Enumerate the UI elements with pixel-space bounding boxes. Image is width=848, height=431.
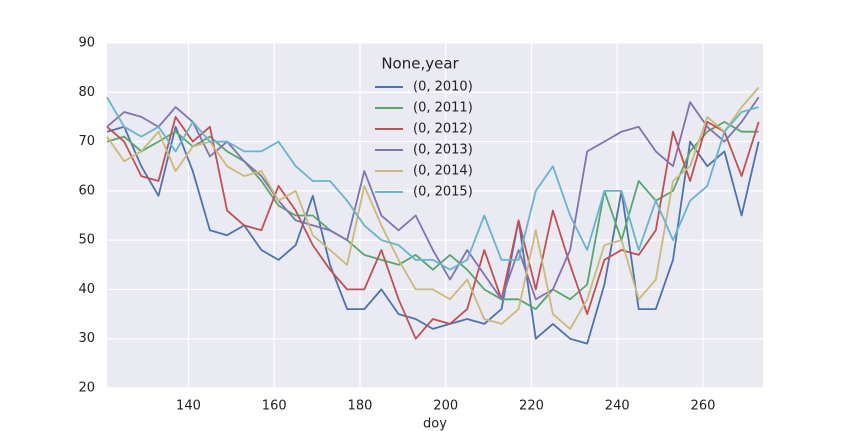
x-tick-label: 200 [433, 399, 458, 414]
y-tick-label: 90 [78, 36, 95, 51]
y-tick-label: 20 [78, 381, 95, 396]
y-tick-label: 50 [78, 233, 95, 248]
plot-area [107, 43, 763, 388]
x-tick-label: 240 [605, 399, 630, 414]
series-line [106, 96, 760, 301]
y-tick-label: 60 [78, 183, 95, 198]
legend-label: (0, 2014) [413, 164, 473, 179]
y-tick-label: 30 [78, 331, 95, 346]
y-tick-label: 80 [78, 85, 95, 100]
x-tick-label: 180 [348, 399, 373, 414]
x-tick-label: 260 [691, 399, 716, 414]
legend-label: (0, 2015) [413, 185, 473, 200]
series-line [106, 116, 760, 340]
x-tick-label: 140 [176, 399, 201, 414]
x-tick-label: 220 [519, 399, 544, 414]
series-line [106, 96, 759, 271]
x-axis-label: doy [423, 417, 447, 431]
x-tick-label: 160 [262, 399, 287, 414]
series-line [106, 125, 760, 345]
legend-title: None,year [381, 55, 459, 73]
legend-label: (0, 2010) [413, 80, 473, 95]
legend-label: (0, 2011) [413, 101, 473, 116]
legend-label: (0, 2012) [413, 122, 473, 137]
legend-label: (0, 2013) [413, 143, 473, 158]
y-tick-label: 40 [78, 282, 95, 297]
series-line [106, 86, 760, 330]
y-tick-label: 70 [78, 134, 95, 149]
